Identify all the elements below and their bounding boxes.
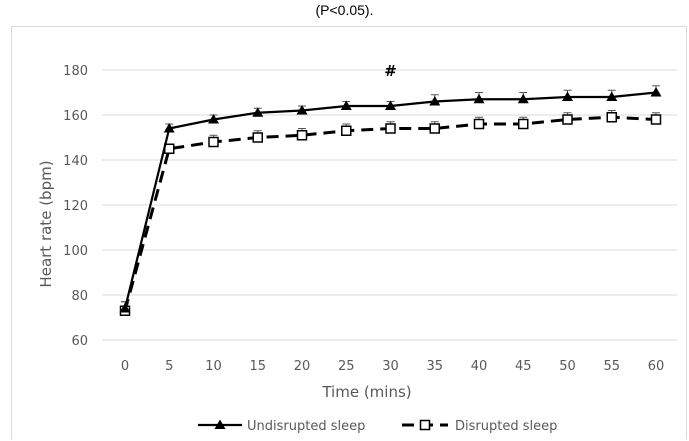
x-tick-label: 55 — [603, 359, 620, 374]
chart-caption: (P<0.05). — [315, 2, 374, 18]
legend-label-undisrupted: Undisrupted sleep — [247, 419, 365, 434]
x-tick-label: 5 — [165, 359, 173, 374]
data-point — [340, 100, 352, 110]
data-point — [518, 118, 529, 130]
x-tick-label: 60 — [648, 359, 665, 374]
x-tick-label: 0 — [121, 359, 129, 374]
x-tick-label: 30 — [382, 359, 399, 374]
y-tick-label: 120 — [63, 199, 88, 214]
data-point — [473, 93, 485, 104]
series-line — [123, 115, 657, 312]
grid-layer — [102, 69, 677, 341]
data-point — [163, 123, 175, 133]
x-tick-label: 10 — [205, 359, 222, 374]
data-point — [606, 91, 618, 101]
legend: Undisrupted sleep Disrupted sleep — [198, 419, 557, 434]
data-point — [296, 105, 308, 115]
x-axis-label: Time (mins) — [321, 383, 411, 401]
significance-marker: # — [384, 62, 397, 80]
y-tick-label: 140 — [63, 154, 88, 169]
data-point — [385, 123, 396, 134]
data-point — [341, 125, 352, 136]
series-undisrupted — [119, 85, 662, 313]
data-point — [473, 118, 485, 130]
data-point — [562, 91, 573, 101]
x-tick-label: 20 — [294, 359, 311, 374]
x-tick-label: 15 — [249, 359, 266, 374]
chart-frame — [11, 26, 687, 439]
data-point — [296, 130, 308, 141]
data-point — [429, 96, 441, 106]
data-point — [385, 100, 396, 110]
data-point — [208, 136, 219, 148]
x-tick-label: 50 — [559, 359, 576, 374]
series-layer — [119, 85, 662, 316]
y-tick-label: 180 — [63, 64, 88, 79]
data-point — [252, 132, 263, 143]
y-tick-label: 60 — [71, 334, 88, 349]
data-point — [517, 93, 529, 104]
data-point — [650, 114, 662, 125]
y-axis-label: Heart rate (bpm) — [37, 160, 55, 287]
y-tick-label: 80 — [71, 289, 88, 304]
legend-marker-disrupted — [419, 419, 431, 431]
x-tick-label: 40 — [471, 359, 488, 374]
data-point — [429, 123, 440, 134]
x-tick-label: 45 — [515, 359, 532, 374]
x-tick-label: 25 — [338, 359, 355, 374]
data-point — [606, 112, 617, 123]
data-point — [650, 87, 662, 97]
series-disrupted — [119, 110, 662, 316]
data-point — [119, 303, 131, 313]
y-tick-label: 160 — [63, 109, 88, 124]
legend-marker-undisrupted — [214, 419, 226, 429]
y-tick-label: 100 — [63, 244, 88, 259]
axis-layer: 60 80 100 120 140 160 180 0 5 10 15 20 25 30 35 40 45 50 5… — [63, 62, 664, 374]
data-point — [562, 114, 573, 125]
legend-label-disrupted: Disrupted sleep — [455, 419, 557, 434]
data-point — [208, 114, 219, 124]
data-point — [252, 107, 264, 117]
x-tick-label: 35 — [426, 359, 443, 374]
